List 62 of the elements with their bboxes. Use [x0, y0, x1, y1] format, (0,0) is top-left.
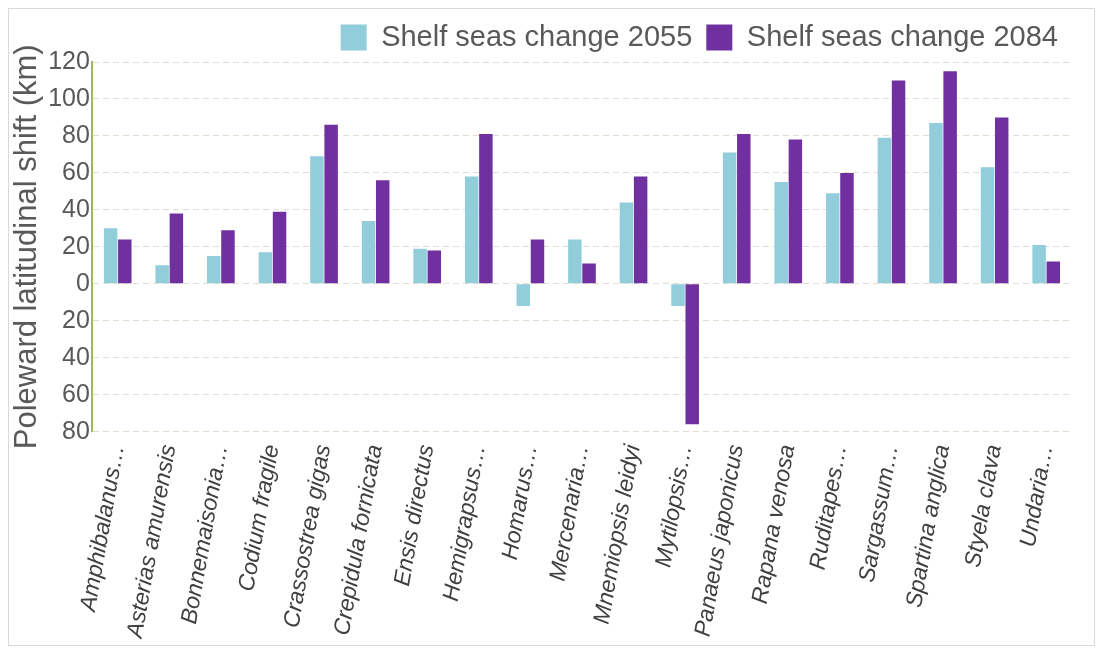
x-tick-label: Rapana venosa — [745, 442, 800, 606]
bar — [427, 250, 442, 284]
bar — [774, 182, 788, 284]
bar — [1032, 244, 1046, 284]
y-tick-label: 20 — [62, 230, 90, 259]
x-tick-label: Sargassum… — [852, 442, 903, 585]
y-tick-label: 60 — [62, 378, 90, 407]
bar — [272, 211, 287, 284]
y-tick-label: 120 — [48, 45, 90, 74]
bar — [375, 180, 390, 284]
bar — [980, 167, 995, 284]
bar — [530, 239, 545, 284]
bar — [310, 156, 324, 284]
x-tick-label: Undaria… — [1013, 442, 1058, 549]
x-tick-label: Mytilopsis… — [649, 442, 697, 570]
bar — [1046, 261, 1061, 284]
bar — [207, 256, 221, 284]
y-tick-label: 80 — [62, 415, 90, 444]
bar — [103, 228, 118, 284]
bar — [169, 213, 184, 284]
bar — [516, 284, 531, 306]
bar — [118, 239, 132, 284]
x-tick-label: Codium fragile — [232, 442, 284, 594]
bar — [258, 252, 273, 284]
bar — [568, 239, 582, 284]
bar — [324, 124, 338, 284]
bar — [826, 193, 840, 284]
bar — [722, 152, 737, 284]
y-tick-label: 20 — [62, 304, 90, 333]
bar — [479, 134, 493, 284]
y-tick-label: 80 — [62, 119, 90, 148]
bar — [671, 284, 685, 306]
bar — [464, 176, 479, 284]
bar — [221, 230, 235, 284]
x-tick-label: Ensis directus — [387, 441, 439, 588]
bar — [840, 172, 854, 284]
x-tick-label: Homarus… — [495, 442, 542, 562]
bar — [582, 263, 596, 284]
bar — [155, 265, 169, 284]
bar — [685, 284, 699, 425]
bar — [891, 80, 906, 284]
legend-label: Shelf seas change 2055 — [381, 19, 693, 52]
bar — [737, 134, 751, 284]
bar — [633, 176, 648, 284]
x-tick-label: Styela clava — [958, 442, 1006, 570]
bar — [994, 117, 1009, 284]
y-tick-label: 60 — [62, 156, 90, 185]
x-tick-label: Spartina anglica — [900, 442, 955, 610]
bar — [788, 139, 803, 284]
bar — [929, 122, 943, 284]
y-tick-label: 0 — [76, 267, 90, 296]
legend-label: Shelf seas change 2084 — [746, 19, 1058, 52]
bar — [943, 71, 957, 284]
bar — [877, 137, 892, 284]
bar — [619, 202, 634, 284]
x-tick-label: Ruditapes… — [803, 442, 852, 572]
y-tick-label: 100 — [48, 82, 90, 111]
y-tick-label: 40 — [62, 193, 90, 222]
bar — [361, 220, 376, 284]
y-axis-title: Poleward latitudinal shift (km) — [8, 44, 44, 450]
bar — [413, 248, 427, 284]
y-tick-label: 40 — [62, 341, 90, 370]
